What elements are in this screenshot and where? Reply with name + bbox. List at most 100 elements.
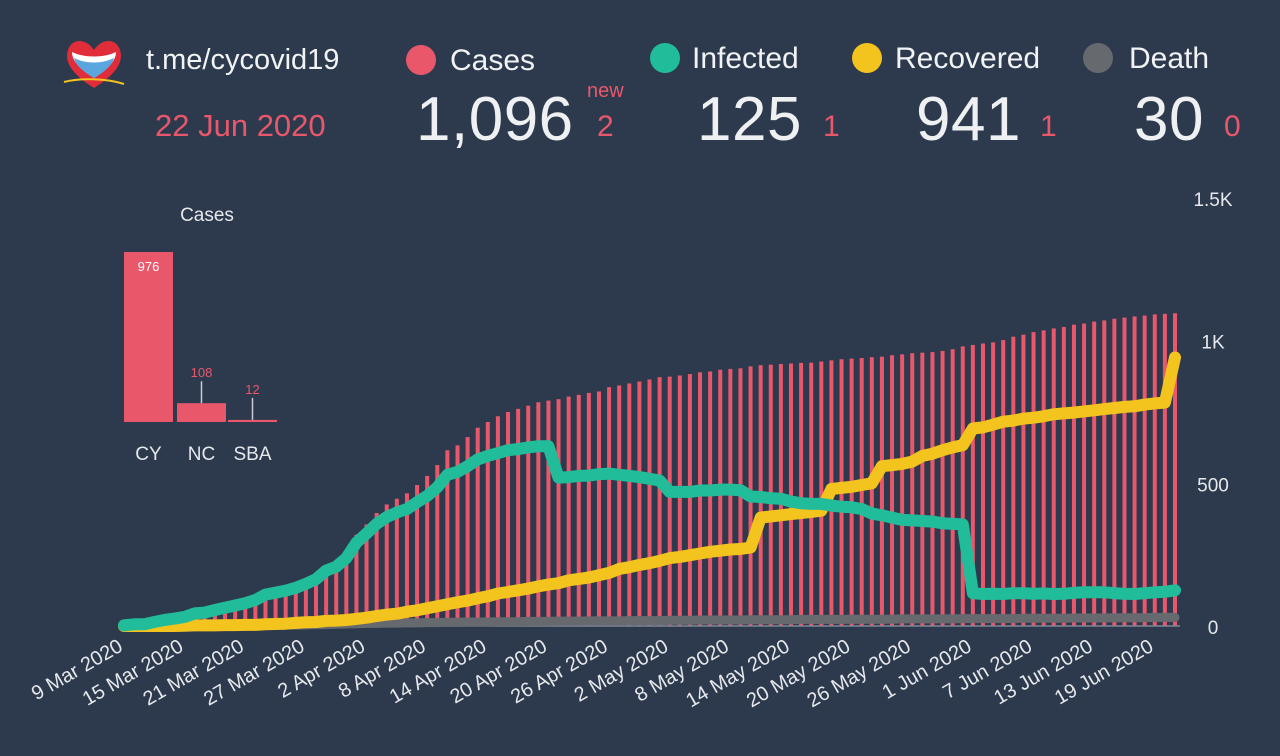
y-tick-label: 500: [1197, 475, 1229, 496]
region-label: CY: [135, 444, 162, 465]
infected-total: 125: [697, 85, 802, 154]
inset-title: Cases: [180, 205, 234, 226]
region-value-label: 976: [138, 259, 160, 274]
cases-bar: [263, 592, 268, 626]
cases-bar: [516, 408, 521, 626]
cases-bar: [970, 344, 975, 626]
cases-bar: [890, 355, 895, 626]
cases-bar: [728, 368, 733, 626]
cases-bar: [556, 399, 561, 626]
death-label: Death: [1129, 42, 1210, 75]
cases-bar: [647, 379, 652, 626]
cases-bar: [879, 356, 884, 626]
cases-bar: [617, 385, 622, 626]
cases-bar: [465, 437, 470, 626]
cases-bar: [859, 358, 864, 626]
cases-bar: [324, 564, 329, 626]
region-label: SBA: [233, 444, 271, 465]
cases-bar: [576, 394, 581, 626]
cases-bar: [1071, 324, 1076, 626]
cases-bar: [687, 374, 692, 626]
cases-label: Cases: [450, 44, 536, 77]
cases-bar: [1132, 316, 1137, 626]
cases-bar: [627, 383, 632, 626]
cases-bar: [809, 362, 814, 626]
cases-bar: [202, 612, 207, 626]
cases-bar: [334, 560, 339, 626]
cases-bar: [223, 606, 228, 626]
cases-bar: [819, 361, 824, 626]
cases-bar: [1061, 326, 1066, 626]
cases-bar: [536, 402, 541, 626]
cases-bar: [435, 465, 440, 626]
cases-bar: [394, 498, 399, 626]
cases-bar: [354, 534, 359, 626]
channel-link[interactable]: t.me/cycovid19: [146, 44, 340, 76]
cases-bar: [657, 377, 662, 626]
cases-bar: [495, 416, 500, 626]
infected-legend-dot: [650, 43, 680, 73]
cases-bar: [546, 400, 551, 626]
y-tick-label: 1.5K: [1193, 190, 1232, 211]
y-tick-label: 1K: [1201, 333, 1225, 354]
cases-bar: [1152, 314, 1157, 626]
cases-bar: [293, 584, 298, 626]
cases-bar: [273, 590, 278, 626]
cases-legend-dot: [406, 45, 436, 75]
region-bar: [124, 252, 173, 422]
y-axis-ticks: 0 500 1K 1.5K: [1193, 190, 1232, 639]
cases-by-region-chart: Cases 976 CY 108 NC 12 SBA: [124, 205, 277, 465]
cases-bar: [991, 342, 996, 626]
cases-bar: [1051, 328, 1056, 626]
quarantine-logo: [63, 41, 125, 88]
cases-bar: [900, 354, 905, 626]
cases-bar: [1122, 317, 1127, 626]
cases-bar: [1011, 336, 1016, 626]
recovered-delta: 1: [1040, 110, 1057, 143]
cases-bar: [455, 445, 460, 626]
region-bar: [177, 403, 226, 422]
cases-bar: [233, 604, 238, 626]
cases-bar: [950, 349, 955, 626]
cases-bar: [283, 588, 288, 626]
cases-bar: [566, 396, 571, 626]
recovered-line: [118, 351, 1181, 632]
cases-bar: [1041, 330, 1046, 626]
cases-bar: [404, 493, 409, 626]
cases-bar: [637, 381, 642, 626]
cases-delta: 2: [597, 110, 614, 143]
cases-bar: [596, 391, 601, 626]
cases-bar: [910, 353, 915, 626]
cases-bar: [485, 421, 490, 626]
cases-bar: [1173, 313, 1177, 626]
infected-label: Infected: [692, 42, 799, 75]
cases-bar: [799, 362, 804, 626]
cases-bar: [1142, 315, 1147, 626]
cases-bar: [586, 392, 591, 626]
cases-bar: [930, 352, 935, 626]
cases-bar: [677, 375, 682, 626]
cases-bar: [1001, 340, 1006, 626]
cases-new-label: new: [587, 80, 624, 102]
recovered-total: 941: [916, 85, 1021, 154]
cases-bar: [303, 579, 308, 626]
cases-bar: [415, 485, 420, 626]
cases-bar: [314, 574, 319, 626]
cases-bar: [1082, 323, 1087, 626]
cases-bar: [243, 602, 248, 626]
cases-total: 1,096: [416, 85, 574, 154]
cases-bar: [698, 372, 703, 626]
region-label: NC: [188, 444, 215, 465]
report-date: 22 Jun 2020: [155, 108, 326, 143]
cases-bar: [667, 376, 672, 626]
recovered-label: Recovered: [895, 42, 1041, 75]
cases-bar: [960, 346, 965, 626]
series-lines: [118, 351, 1181, 632]
cases-bar: [869, 357, 874, 626]
cases-bar: [1102, 320, 1107, 626]
cases-bar: [980, 343, 985, 626]
cases-bar: [526, 405, 531, 626]
cases-bar: [607, 387, 612, 626]
